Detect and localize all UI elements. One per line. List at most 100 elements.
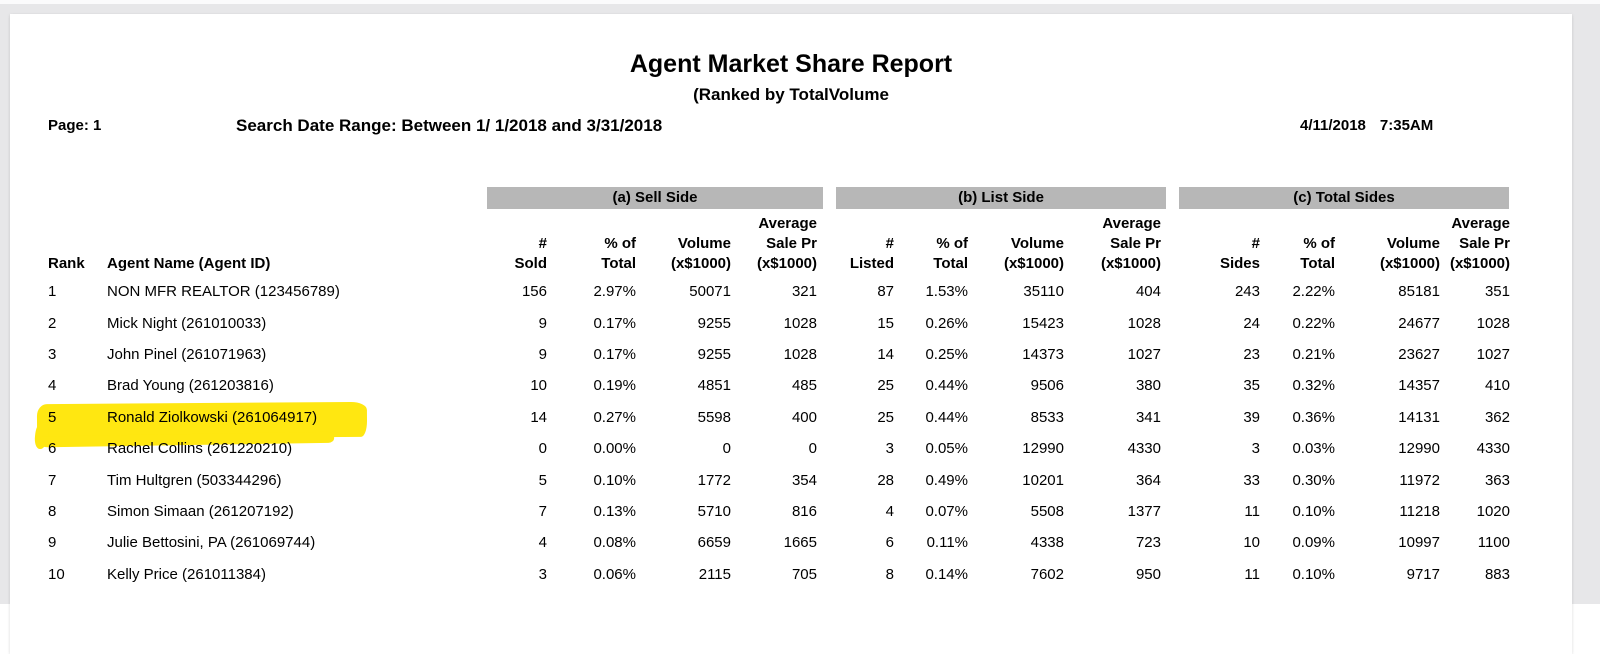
- cell: 2.22%: [1292, 283, 1335, 301]
- cell: 410: [1484, 377, 1510, 395]
- cell: 24677: [1398, 314, 1440, 332]
- cell: 321: [791, 283, 817, 301]
- cell: Mick Night (261010033): [107, 314, 267, 332]
- cell: 0: [538, 440, 547, 458]
- cell: 1020: [1476, 502, 1510, 520]
- cell: 6: [885, 534, 894, 552]
- cell: 380: [1135, 377, 1161, 395]
- report-title: Agent Market Share Report: [629, 50, 953, 78]
- cell: 8: [885, 565, 894, 583]
- cell: 1028: [1476, 314, 1510, 332]
- cell: 5: [538, 471, 547, 489]
- cell: 5710: [697, 502, 731, 520]
- cell: 3: [538, 565, 547, 583]
- cell: Simon Simaan (261207192): [107, 502, 294, 520]
- cell: 362: [1484, 408, 1510, 426]
- cell: 816: [791, 502, 817, 520]
- cell: 8533: [1030, 408, 1064, 426]
- cell: 14357: [1398, 377, 1440, 395]
- cell: 9: [48, 534, 57, 552]
- table-row: 4 Brad Young (261203816) 10 0.19% 4851 485 25 0…: [48, 370, 1510, 401]
- table-header-row: Rank Agent Name (Agent ID) # Sold % of Total V…: [48, 210, 1510, 274]
- cell: 23: [1243, 345, 1260, 363]
- table-row: 10 Kelly Price (261011384) 3 0.06% 2115 705 8 0…: [48, 559, 1510, 590]
- viewer-top-strip: [0, 0, 1600, 4]
- search-date-range: Search Date Range: Between 1/ 1/2018 and…: [236, 116, 663, 135]
- cell: 6: [48, 440, 57, 458]
- cell: 15: [877, 314, 894, 332]
- column-header-pct-total-a: % of Total: [601, 235, 636, 272]
- cell: 4330: [1476, 440, 1510, 458]
- cell: Rachel Collins (261220210): [107, 440, 293, 458]
- cell: 1772: [697, 471, 731, 489]
- cell: 2: [48, 314, 57, 332]
- cell: 351: [1484, 283, 1510, 301]
- cell: 0.27%: [593, 408, 636, 426]
- cell: 2115: [698, 565, 731, 583]
- cell: 3: [1251, 440, 1260, 458]
- cell: 1100: [1477, 534, 1510, 552]
- table-row: 1 NON MFR REALTOR (123456789) 156 2.97% 5007…: [48, 276, 1510, 307]
- report-date: 4/11/2018: [1300, 117, 1366, 134]
- cell: 4330: [1127, 440, 1161, 458]
- cell: 25: [877, 377, 894, 395]
- cell: 0.25%: [925, 345, 968, 363]
- cell: Ronald Ziolkowski (261064917): [107, 408, 318, 426]
- cell: 0.05%: [925, 440, 968, 458]
- cell: 39: [1243, 408, 1260, 426]
- cell: 1.53%: [925, 283, 968, 301]
- cell: 243: [1234, 283, 1260, 301]
- cell: 28: [877, 471, 894, 489]
- cell: 4: [538, 534, 547, 552]
- cell: 485: [791, 377, 817, 395]
- table-row: 7 Tim Hultgren (503344296) 5 0.10% 1772 354 28…: [48, 464, 1510, 495]
- cell: 354: [791, 471, 817, 489]
- cell: 9: [538, 345, 547, 363]
- report-page: [10, 14, 1572, 654]
- cell: 11: [1244, 502, 1260, 520]
- cell: 404: [1135, 283, 1161, 301]
- report-viewer: Agent Market Share Report (Ranked by Tot…: [0, 0, 1600, 604]
- table-row: 6 Rachel Collins (261220210) 0 0.00% 0 0 3 0.05…: [48, 433, 1510, 464]
- report-time: 7:35AM: [1379, 117, 1434, 134]
- cell: 9255: [697, 345, 731, 363]
- column-header-volume-a: Volume (x$1000): [670, 235, 731, 272]
- cell: 364: [1135, 471, 1161, 489]
- cell: 5598: [697, 408, 731, 426]
- cell: 0.08%: [593, 534, 636, 552]
- column-header-avg-sale-pr-b: Average Sale Pr (x$1000): [1100, 215, 1161, 272]
- cell: 0.10%: [593, 471, 636, 489]
- column-header-volume-c: Volume (x$1000): [1379, 235, 1440, 272]
- cell: 10: [530, 377, 547, 395]
- cell: 0.26%: [925, 314, 968, 332]
- table-row: 2 Mick Night (261010033) 9 0.17% 9255 1028 15 0…: [48, 307, 1510, 338]
- cell: 0.17%: [593, 314, 636, 332]
- cell: 10: [1243, 534, 1260, 552]
- column-header-sold: # Sold: [514, 235, 548, 272]
- cell: 10: [48, 565, 65, 583]
- page-number-label: Page: 1: [48, 117, 102, 134]
- cell: 0.17%: [593, 345, 636, 363]
- cell: 363: [1484, 471, 1510, 489]
- report-datetime: 4/11/2018 7:35AM: [1300, 117, 1433, 134]
- cell: 156: [521, 283, 547, 301]
- cell: 400: [791, 408, 817, 426]
- column-header-rank: Rank: [48, 255, 85, 272]
- cell: 14: [530, 408, 547, 426]
- cell: 24: [1243, 314, 1260, 332]
- cell: 1028: [783, 345, 817, 363]
- cell: Tim Hultgren (503344296): [107, 471, 282, 489]
- cell: 8: [48, 502, 57, 520]
- agent-table: 1 NON MFR REALTOR (123456789) 156 2.97% 5007…: [48, 276, 1510, 590]
- cell: 6659: [697, 534, 731, 552]
- cell: NON MFR REALTOR (123456789): [107, 283, 340, 301]
- cell: 4338: [1030, 534, 1064, 552]
- cell: 9506: [1030, 377, 1064, 395]
- cell: 15423: [1022, 314, 1064, 332]
- section-header-total-sides: (c) Total Sides: [1179, 187, 1509, 209]
- cell: 11972: [1399, 471, 1440, 489]
- cell: 85181: [1398, 283, 1440, 301]
- column-header-pct-total-b: % of Total: [933, 235, 968, 272]
- cell: 0.36%: [1292, 408, 1335, 426]
- table-row-highlighted: 5 Ronald Ziolkowski (261064917) 14 0.27% 559…: [48, 402, 1510, 433]
